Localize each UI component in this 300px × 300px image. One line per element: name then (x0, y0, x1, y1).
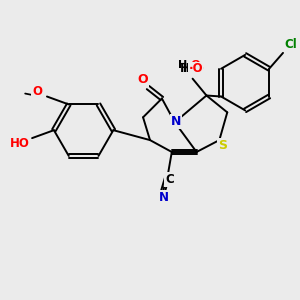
Text: O: O (32, 85, 42, 98)
Text: N: N (159, 191, 169, 204)
Text: O: O (138, 73, 148, 86)
Text: HO: HO (10, 136, 30, 150)
Text: ·O: ·O (188, 62, 203, 75)
Text: ·O: ·O (191, 64, 204, 74)
Text: H: H (178, 60, 187, 70)
Text: S: S (218, 139, 227, 152)
Text: N: N (171, 115, 181, 128)
Text: Cl: Cl (285, 38, 297, 52)
Text: H: H (180, 62, 190, 75)
Text: C: C (165, 173, 174, 186)
Text: H: H (183, 64, 192, 74)
Text: ·O: ·O (188, 60, 201, 70)
